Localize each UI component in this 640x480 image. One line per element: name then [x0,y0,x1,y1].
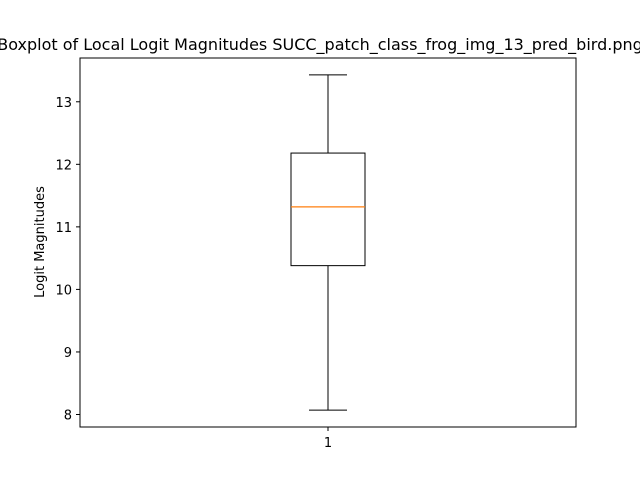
iqr-box [290,152,366,267]
y-axis-label: Logit Magnitudes [33,186,48,298]
plot-frame [79,57,577,428]
x-tick-label: 1 [324,436,332,451]
plot-marks: 8 9 10 11 12 13 1 [55,74,366,451]
y-tick-label: 8 [64,408,72,423]
y-tick-label: 12 [55,158,72,173]
y-tick-label: 10 [55,283,72,298]
chart-title: Boxplot of Local Logit Magnitudes SUCC_p… [0,35,640,55]
y-tick-label: 13 [55,96,72,111]
y-tick-label: 11 [55,221,72,236]
y-tick-label: 9 [64,346,72,361]
